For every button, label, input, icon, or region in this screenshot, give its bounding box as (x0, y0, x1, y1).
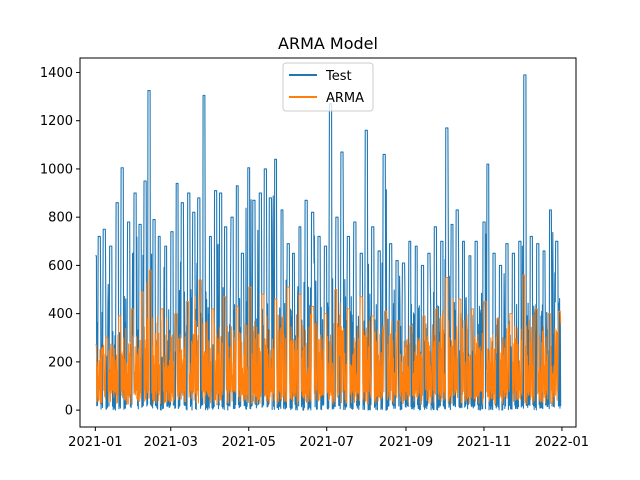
x-tick-label: 2021-09 (379, 435, 433, 450)
y-tick-label: 200 (48, 355, 73, 370)
x-tick-label: 2021-05 (222, 435, 276, 450)
x-tick-label: 2021-07 (300, 435, 354, 450)
series-line-test (95, 74, 562, 411)
x-tick-label: 2021-03 (144, 435, 198, 450)
legend: Test ARMA (282, 62, 374, 112)
y-tick-label: 400 (48, 307, 73, 322)
x-tick-label: 2021-01 (68, 435, 122, 450)
series-line-arma (95, 269, 562, 405)
chart-title: ARMA Model (278, 34, 378, 53)
legend-label-test: Test (325, 69, 352, 84)
legend-label-arma: ARMA (326, 91, 364, 106)
y-tick-label: 1200 (40, 114, 73, 129)
y-tick-label: 600 (48, 259, 73, 274)
y-tick-label: 800 (48, 211, 73, 226)
x-tick-label: 2022-01 (535, 435, 589, 450)
axis-layer: 0 200 400 600 800 1000 1200 1400 2021-01 2021-03 2… (40, 66, 589, 450)
y-tick-label: 1400 (40, 66, 73, 81)
plot-frame (79, 57, 577, 428)
series-layer (95, 74, 562, 411)
y-tick-label: 0 (65, 404, 73, 419)
x-tick-label: 2021-11 (457, 435, 511, 450)
y-tick-label: 1000 (40, 162, 73, 177)
